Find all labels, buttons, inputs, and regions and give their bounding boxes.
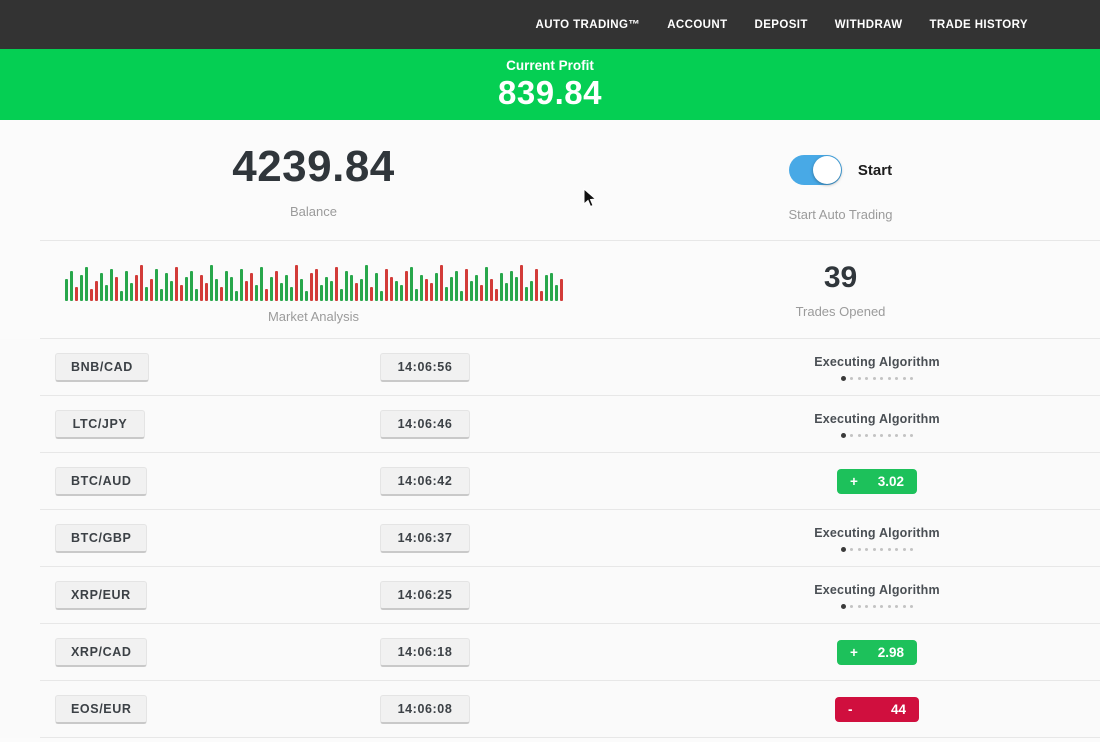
nav-account[interactable]: ACCOUNT (667, 18, 728, 31)
badge-sign: - (848, 702, 853, 717)
balance-value: 4239.84 (232, 142, 395, 191)
section-divider (40, 338, 1100, 339)
trades-opened-label: Trades Opened (795, 304, 886, 319)
status-cell: + 2.98 (680, 640, 1100, 665)
badge-amount: 44 (890, 702, 906, 717)
executing-algorithm-label: Executing Algorithm (814, 525, 940, 540)
time-chip: 14:06:37 (380, 524, 470, 553)
current-profit-label: Current Profit (506, 58, 594, 73)
nav-auto-trading[interactable]: AUTO TRADING™ (535, 18, 641, 31)
pair-chip: BTC/AUD (55, 467, 148, 496)
trade-row: XRP/EUR 14:06:25 Executing Algorithm (0, 567, 1100, 624)
toggle-knob (812, 156, 841, 184)
pair-chip: BNB/CAD (55, 353, 149, 382)
trade-row: BTC/GBP 14:06:37 Executing Algorithm (0, 510, 1100, 567)
badge-amount: 3.02 (877, 474, 904, 489)
progress-dots (840, 375, 914, 381)
trade-row: BTC/AUD 14:06:42 + 3.02 (0, 453, 1100, 510)
market-section: Market Analysis 39 Trades Opened (0, 241, 1100, 338)
current-profit-banner: Current Profit 839.84 (0, 49, 1100, 120)
current-profit-value: 839.84 (498, 74, 602, 111)
trades-list: BNB/CAD 14:06:56 Executing Algorithm LTC… (0, 339, 1100, 738)
toggle-label: Start (857, 161, 893, 179)
status-cell: + 3.02 (680, 469, 1100, 494)
badge-sign: + (850, 474, 858, 489)
time-chip: 14:06:56 (380, 353, 470, 382)
section-divider (40, 240, 1100, 241)
progress-dots (840, 603, 914, 609)
market-analysis-label: Market Analysis (267, 309, 360, 324)
profit-badge: + 2.98 (837, 640, 917, 665)
executing-algorithm-label: Executing Algorithm (814, 582, 940, 597)
status-cell: Executing Algorithm (680, 412, 1100, 438)
auto-trading-toggle[interactable] (788, 155, 842, 185)
trade-row: XRP/CAD 14:06:18 + 2.98 (0, 624, 1100, 681)
status-cell: Executing Algorithm (680, 526, 1100, 552)
balance-label: Balance (290, 204, 337, 219)
top-nav: AUTO TRADING™ ACCOUNT DEPOSIT WITHDRAW T… (0, 0, 1100, 49)
trades-opened-value: 39 (823, 261, 858, 294)
loss-badge: - 44 (835, 697, 919, 722)
executing-algorithm-label: Executing Algorithm (814, 411, 940, 426)
pair-chip: LTC/JPY (55, 410, 145, 439)
start-auto-trading-label: Start Auto Trading (788, 207, 893, 222)
time-chip: 14:06:25 (380, 581, 470, 610)
time-chip: 14:06:18 (380, 638, 470, 667)
market-analysis-chart (64, 259, 563, 301)
nav-deposit[interactable]: DEPOSIT (754, 18, 808, 31)
badge-sign: + (850, 645, 858, 660)
pair-chip: XRP/CAD (55, 638, 148, 667)
badge-amount: 2.98 (877, 645, 904, 660)
nav-trade-history[interactable]: TRADE HISTORY (929, 18, 1028, 31)
time-chip: 14:06:08 (380, 695, 470, 724)
progress-dots (840, 432, 914, 438)
status-cell: Executing Algorithm (680, 583, 1100, 609)
nav-withdraw[interactable]: WITHDRAW (834, 18, 903, 31)
pair-chip: BTC/GBP (55, 524, 148, 553)
pair-chip: EOS/EUR (55, 695, 148, 724)
balance-section: 4239.84 Balance Start Start Auto Trading (0, 120, 1100, 240)
trade-row: EOS/EUR 14:06:08 - 44 (0, 681, 1100, 738)
status-cell: - 44 (680, 697, 1100, 722)
pair-chip: XRP/EUR (55, 581, 147, 610)
time-chip: 14:06:46 (380, 410, 470, 439)
trade-row: BNB/CAD 14:06:56 Executing Algorithm (0, 339, 1100, 396)
time-chip: 14:06:42 (380, 467, 470, 496)
executing-algorithm-label: Executing Algorithm (814, 354, 940, 369)
progress-dots (840, 546, 914, 552)
profit-badge: + 3.02 (837, 469, 917, 494)
status-cell: Executing Algorithm (680, 355, 1100, 381)
trade-row: LTC/JPY 14:06:46 Executing Algorithm (0, 396, 1100, 453)
